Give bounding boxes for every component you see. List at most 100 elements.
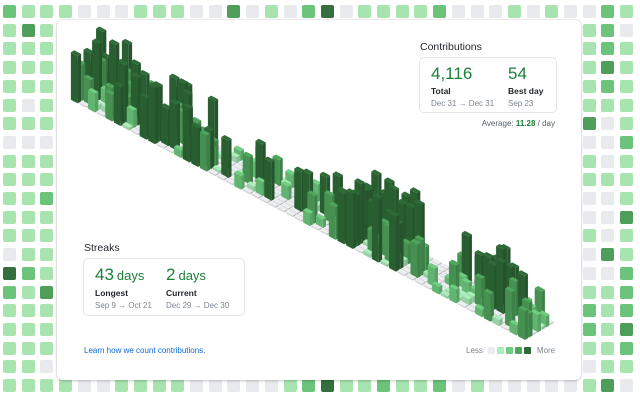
longest-streak-stat: 43 days Longest Sep 9 → Oct 21: [95, 266, 152, 311]
chart-bar-face: [371, 169, 382, 176]
chart-bar-face: [121, 38, 133, 45]
chart-bar-face: [438, 271, 442, 276]
chart-bar-face: [199, 129, 211, 136]
background-grid-cell: [21, 360, 35, 374]
background-grid-cell: [3, 79, 16, 93]
chart-bar-face: [229, 166, 240, 172]
background-grid-cell: [620, 61, 634, 75]
chart-bar-face: [466, 291, 477, 297]
background-grid-cell: [246, 379, 260, 392]
background-grid-cell: [171, 5, 185, 18]
background-grid-cell: [582, 304, 596, 318]
chart-bar-face: [436, 275, 447, 281]
chart-bar-face: [251, 191, 262, 198]
chart-bar-face: [233, 163, 245, 170]
chart-bar-face: [457, 300, 469, 307]
average-per-day: Average: 11.28 / day: [482, 119, 555, 128]
background-grid-cell: [3, 210, 16, 224]
chart-bar-face: [324, 190, 335, 196]
chart-bar-face: [285, 211, 293, 218]
background-grid-cell: [620, 285, 634, 299]
background-grid-cell: [601, 135, 615, 149]
background-grid-cell: [59, 379, 73, 392]
legend-level-0: [487, 347, 495, 354]
longest-streak-unit: days: [116, 268, 145, 283]
background-grid-cell: [133, 379, 147, 392]
chart-bar-face: [285, 169, 296, 175]
background-grid-cell: [601, 248, 615, 262]
chart-bar-face: [449, 259, 460, 266]
background-grid-cell: [302, 5, 316, 18]
background-grid-cell: [3, 117, 16, 131]
background-grid-cell: [40, 61, 54, 75]
chart-bar-face: [242, 187, 254, 193]
background-grid-cell: [21, 248, 35, 262]
streaks-stats-box: 43 days Longest Sep 9 → Oct 21 2 days Curr…: [83, 258, 245, 316]
background-grid-cell: [227, 5, 241, 18]
chart-bar-face: [174, 146, 181, 158]
chart-bar-face: [322, 217, 327, 229]
best-day-value: 54: [508, 64, 527, 83]
background-grid-cell: [40, 266, 54, 280]
chart-bar-face: [120, 85, 125, 127]
chart-bar-face: [92, 38, 103, 45]
chart-bar-face: [517, 270, 528, 276]
chart-bar-face: [427, 265, 435, 288]
contributions-stats-box: 4,116 Total Dec 31 → Dec 31 54 Best day …: [419, 57, 557, 113]
background-grid-cell: [115, 379, 129, 392]
chart-bar-face: [77, 53, 82, 104]
background-grid-cell: [620, 154, 634, 168]
color-legend: Less More: [466, 346, 555, 355]
chart-bar-face: [208, 171, 216, 177]
background-grid-cell: [40, 79, 54, 93]
chart-bar-face: [421, 281, 426, 286]
background-grid-cell: [21, 79, 35, 93]
longest-streak-label: Longest: [95, 288, 129, 298]
chart-bar-face: [234, 172, 242, 190]
chart-bar-face: [475, 306, 482, 318]
chart-bar-face: [241, 174, 245, 190]
chart-bar-face: [105, 82, 116, 89]
background-grid-cell: [620, 192, 634, 205]
chart-bar-face: [214, 99, 219, 148]
background-grid-cell: [21, 42, 35, 56]
background-grid-cell: [40, 192, 54, 205]
background-grid-cell: [21, 341, 35, 355]
chart-bar-face: [354, 248, 362, 254]
chart-bar-face: [228, 138, 232, 179]
chart-bar-face: [182, 89, 193, 95]
background-grid-cell: [582, 322, 596, 336]
chart-bar-face: [70, 50, 82, 56]
chart-bar-face: [490, 292, 494, 322]
background-grid-cell: [620, 42, 634, 56]
background-grid-cell: [620, 117, 634, 131]
background-grid-cell: [620, 379, 634, 392]
chart-bar-face: [199, 131, 207, 172]
background-grid-cell: [601, 304, 615, 318]
background-grid-cell: [96, 5, 110, 18]
chart-bar-face: [518, 305, 529, 312]
chart-bar-face: [277, 207, 285, 213]
chart-bar-face: [354, 178, 365, 184]
current-streak-label: Current: [166, 288, 197, 298]
chart-bar-face: [483, 288, 494, 295]
chart-bar-face: [440, 292, 448, 299]
background-grid-cell: [620, 210, 634, 224]
chart-bar-face: [534, 286, 545, 292]
background-grid-cell: [489, 5, 503, 18]
learn-contributions-link[interactable]: Learn how we count contributions.: [84, 346, 206, 355]
chart-bar-face: [500, 323, 512, 330]
background-grid-cell: [601, 322, 615, 336]
chart-bar-face: [500, 325, 508, 331]
chart-bar-face: [271, 160, 275, 201]
chart-bar-face: [133, 108, 137, 129]
chart-bar-face: [318, 227, 322, 231]
background-grid-cell: [40, 98, 54, 112]
streaks-title: Streaks: [84, 242, 120, 254]
chart-bar-face: [380, 260, 388, 268]
chart-bar-face: [285, 209, 297, 216]
background-grid-cell: [77, 5, 91, 18]
background-grid-cell: [377, 5, 390, 18]
chart-bar-face: [550, 321, 554, 325]
background-grid-cell: [582, 266, 596, 280]
